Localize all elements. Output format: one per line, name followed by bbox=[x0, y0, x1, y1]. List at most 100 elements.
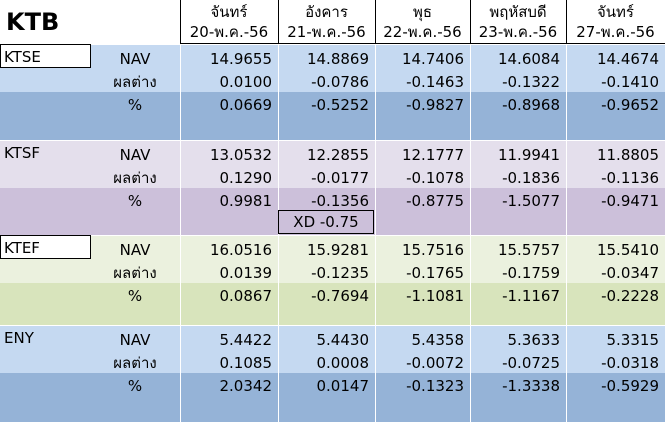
value-cell: 16.0516 bbox=[209, 241, 272, 259]
value-cell: 0.0867 bbox=[219, 287, 273, 305]
row-label: % bbox=[127, 96, 143, 114]
fund-label: KTSF bbox=[4, 144, 40, 162]
value-cell: 11.9941 bbox=[497, 146, 560, 164]
column-divider bbox=[566, 140, 567, 235]
column-divider bbox=[375, 44, 376, 140]
value-cell: 14.9655 bbox=[209, 50, 272, 68]
day-label: พุธ bbox=[412, 3, 433, 21]
value-cell: -0.1235 bbox=[311, 264, 369, 282]
value-cell: -0.1078 bbox=[406, 169, 464, 187]
value-cell: -0.1322 bbox=[502, 73, 560, 91]
value-cell: 5.4430 bbox=[316, 331, 370, 349]
row-label: % bbox=[127, 287, 143, 305]
value-cell: 13.0532 bbox=[209, 146, 272, 164]
band-light bbox=[0, 235, 665, 283]
group-divider bbox=[0, 44, 665, 45]
value-cell: 0.0008 bbox=[316, 354, 370, 372]
value-cell: -0.1836 bbox=[502, 169, 560, 187]
fund-box bbox=[0, 44, 91, 68]
value-cell: 11.8805 bbox=[596, 146, 659, 164]
row-label: ผลต่าง bbox=[113, 169, 157, 187]
date-label: 20-พ.ค.-56 bbox=[189, 23, 269, 41]
row-label: ผลต่าง bbox=[113, 354, 157, 372]
row-label: NAV bbox=[119, 241, 151, 259]
column-divider bbox=[180, 140, 181, 235]
value-cell: -0.8775 bbox=[406, 192, 464, 210]
group-divider bbox=[0, 325, 665, 326]
column-divider bbox=[278, 140, 279, 235]
value-cell: -0.0725 bbox=[502, 354, 560, 372]
day-label: จันทร์ bbox=[210, 3, 248, 21]
value-cell: -0.0072 bbox=[406, 354, 464, 372]
value-cell: 0.1085 bbox=[219, 354, 273, 372]
value-cell: -0.1410 bbox=[601, 73, 659, 91]
value-cell: -0.1759 bbox=[502, 264, 560, 282]
date-label: 22-พ.ค.-56 bbox=[383, 23, 462, 41]
value-cell: -0.0786 bbox=[311, 73, 369, 91]
band-dark bbox=[0, 283, 665, 325]
value-cell: 15.7516 bbox=[401, 241, 464, 259]
column-divider bbox=[470, 44, 471, 140]
column-divider bbox=[278, 44, 279, 140]
column-divider bbox=[470, 325, 471, 422]
group-divider bbox=[0, 235, 665, 236]
column-divider bbox=[375, 235, 376, 325]
xd-note: XD -0.75 bbox=[278, 210, 374, 234]
column-divider bbox=[470, 140, 471, 235]
column-divider bbox=[566, 235, 567, 325]
column-divider bbox=[180, 44, 181, 140]
value-cell: -0.0177 bbox=[311, 169, 369, 187]
date-label: 27-พ.ค.-56 bbox=[576, 23, 655, 41]
day-label: พฤหัสบดี bbox=[489, 3, 547, 21]
value-cell: 15.9281 bbox=[306, 241, 369, 259]
value-cell: -0.5252 bbox=[311, 96, 369, 114]
column-divider bbox=[566, 44, 567, 140]
value-cell: 14.8869 bbox=[306, 50, 369, 68]
row-label: NAV bbox=[119, 331, 151, 349]
row-label: % bbox=[127, 377, 143, 395]
day-label: อังคาร bbox=[305, 3, 348, 21]
value-cell: 0.0100 bbox=[219, 73, 273, 91]
value-cell: 15.5757 bbox=[497, 241, 560, 259]
value-cell: 0.0139 bbox=[219, 264, 273, 282]
column-divider bbox=[278, 325, 279, 422]
value-cell: 14.4674 bbox=[596, 50, 659, 68]
value-cell: -0.5929 bbox=[601, 377, 659, 395]
value-cell: -0.1136 bbox=[601, 169, 659, 187]
date-label: 21-พ.ค.-56 bbox=[287, 23, 366, 41]
value-cell: -0.1765 bbox=[406, 264, 464, 282]
header-cell bbox=[278, 0, 375, 44]
value-cell: 2.0342 bbox=[219, 377, 273, 395]
value-cell: 5.4358 bbox=[411, 331, 465, 349]
row-label: % bbox=[127, 192, 143, 210]
row-label: ผลต่าง bbox=[113, 73, 157, 91]
fund-label: KTSE bbox=[4, 48, 41, 66]
column-divider bbox=[278, 235, 279, 325]
value-cell: -0.0347 bbox=[601, 264, 659, 282]
value-cell: 5.4422 bbox=[219, 331, 273, 349]
value-cell: -0.1323 bbox=[406, 377, 464, 395]
header-cell bbox=[470, 0, 566, 44]
group-divider bbox=[0, 140, 665, 141]
value-cell: -0.2228 bbox=[601, 287, 659, 305]
value-cell: -0.1356 bbox=[311, 192, 369, 210]
value-cell: -1.1081 bbox=[406, 287, 464, 305]
column-divider bbox=[470, 235, 471, 325]
value-cell: -0.7694 bbox=[311, 287, 369, 305]
band-dark bbox=[0, 373, 665, 422]
value-cell: -0.8968 bbox=[502, 96, 560, 114]
value-cell: 0.9981 bbox=[219, 192, 273, 210]
value-cell: 0.0147 bbox=[316, 377, 370, 395]
fund-box bbox=[0, 235, 91, 259]
band-dark bbox=[0, 92, 665, 140]
row-label: NAV bbox=[119, 146, 151, 164]
title: KTB bbox=[6, 8, 60, 36]
value-cell: -0.9652 bbox=[601, 96, 659, 114]
date-label: 23-พ.ค.-56 bbox=[478, 23, 558, 41]
value-cell: 12.2855 bbox=[306, 146, 369, 164]
header-cell bbox=[180, 0, 278, 44]
column-divider bbox=[375, 140, 376, 235]
column-divider bbox=[180, 235, 181, 325]
value-cell: 12.1777 bbox=[401, 146, 464, 164]
column-divider bbox=[180, 325, 181, 422]
